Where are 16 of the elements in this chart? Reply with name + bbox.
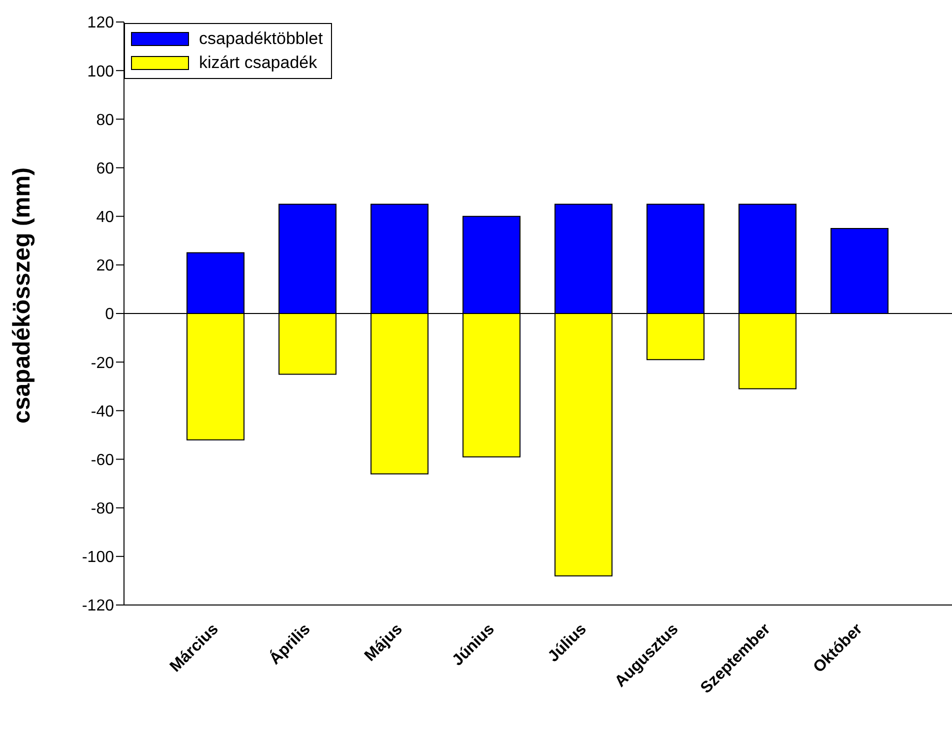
y-tick-label: -20: [90, 354, 114, 372]
y-axis-title: csapadékösszeg (mm): [8, 167, 36, 424]
y-tick-label: 40: [96, 209, 114, 226]
y-tick-label: 60: [96, 160, 114, 178]
y-tick-label: -100: [82, 549, 114, 566]
legend-label: csapadéktöbblet: [199, 28, 323, 50]
y-tick-label: 0: [105, 306, 114, 324]
y-tick-label: -80: [90, 500, 114, 518]
y-tick-label: -40: [90, 403, 114, 420]
y-tick-label: 100: [87, 63, 114, 80]
y-tick-label: 80: [96, 112, 114, 129]
y-tick-label: 20: [96, 258, 114, 275]
y-tick-label: -120: [82, 598, 114, 615]
legend-label: kizárt csapadék: [199, 52, 318, 74]
y-tick-label: 120: [87, 14, 114, 32]
y-tick-label: -60: [90, 452, 114, 469]
